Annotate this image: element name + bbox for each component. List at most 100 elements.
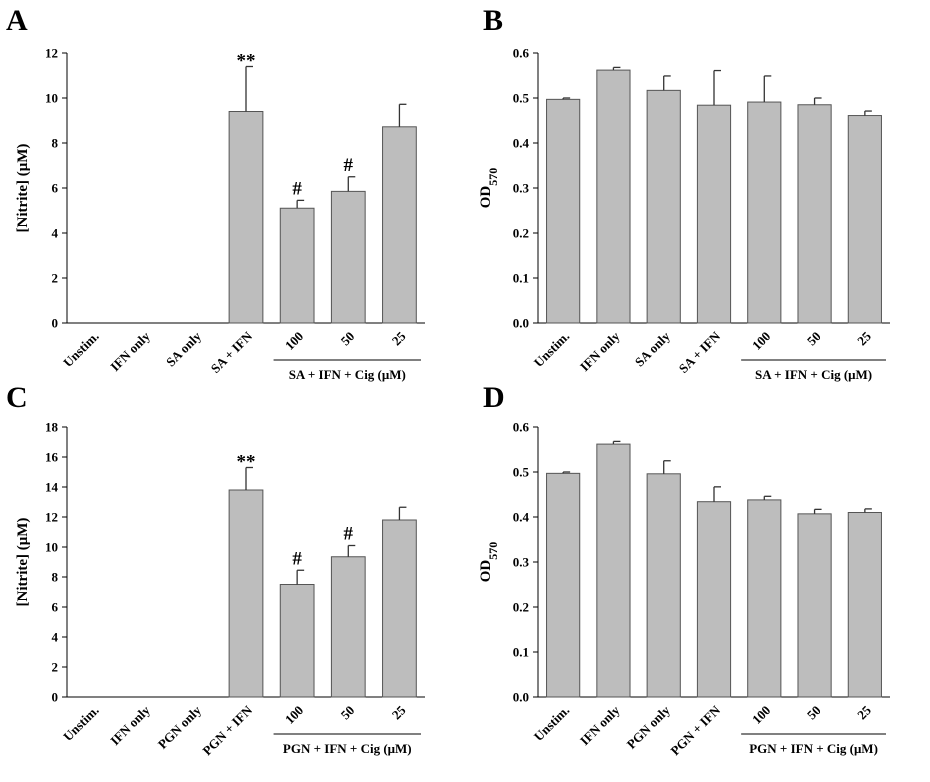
panel-d: D 0.0 0.1 0.2 0.3 0.4 0.5 0.6 OD570 Unstim. IFN on… bbox=[478, 381, 890, 758]
y-tick-label: 0.0 bbox=[513, 690, 529, 705]
category-label: 100 bbox=[749, 329, 773, 353]
y-tick-label: 14 bbox=[45, 480, 59, 495]
bar bbox=[279, 584, 315, 698]
bar bbox=[279, 207, 315, 324]
category-label: 100 bbox=[749, 703, 773, 727]
y-tick-label: 0.1 bbox=[513, 271, 529, 286]
bar bbox=[330, 556, 366, 698]
panel-letter: A bbox=[6, 4, 28, 37]
y-tick-label: 0.2 bbox=[513, 226, 529, 241]
y-tick-label: 0.6 bbox=[513, 420, 530, 435]
significance-marker: ** bbox=[237, 452, 256, 473]
y-tick-label: 2 bbox=[52, 271, 59, 286]
category-label: 50 bbox=[338, 703, 358, 723]
y-tick-label: 8 bbox=[52, 136, 59, 151]
y-tick-label: 0.1 bbox=[513, 645, 529, 660]
y-tick-label: 18 bbox=[45, 420, 59, 435]
bar bbox=[228, 489, 264, 698]
bar bbox=[382, 126, 417, 324]
panel-c: C 0 2 4 6 8 10 12 14 16 18 [Nitrite] (μM) Unstim. IFN… bbox=[6, 381, 425, 758]
bar bbox=[546, 472, 581, 698]
category-label: 25 bbox=[389, 328, 409, 348]
y-tick-label: 0.0 bbox=[513, 316, 529, 331]
category-label: SA + IFN bbox=[208, 328, 256, 376]
group-label: PGN + IFN + Cig (μM) bbox=[749, 741, 878, 756]
panel-b: B 0.0 0.1 0.2 0.3 0.4 0.5 0.6 OD570 Unstim. IFN on… bbox=[478, 4, 890, 382]
bar bbox=[228, 111, 264, 324]
y-tick-label: 12 bbox=[45, 46, 58, 61]
y-tick-label: 0.5 bbox=[513, 91, 530, 106]
bar bbox=[596, 443, 631, 698]
y-tick-label: 0 bbox=[52, 690, 59, 705]
category-label: PGN + IFN bbox=[667, 702, 723, 758]
panel-letter: B bbox=[483, 4, 503, 37]
category-label: Unstim. bbox=[531, 703, 573, 745]
y-tick-label: 16 bbox=[45, 450, 59, 465]
y-tick-label: 2 bbox=[52, 660, 59, 675]
y-axis-label: OD570 bbox=[478, 168, 500, 209]
bar bbox=[747, 101, 782, 324]
y-axis-label: [Nitrite] (μM) bbox=[15, 518, 31, 607]
bar bbox=[847, 512, 882, 698]
category-label: 25 bbox=[854, 702, 874, 722]
y-tick-label: 10 bbox=[45, 540, 58, 555]
bar bbox=[747, 499, 782, 698]
bar bbox=[646, 89, 681, 324]
significance-marker: # bbox=[292, 548, 302, 569]
category-label: 50 bbox=[804, 703, 824, 723]
significance-marker: ** bbox=[237, 51, 256, 72]
category-label: PGN + IFN bbox=[199, 702, 255, 758]
y-tick-label: 0.4 bbox=[513, 510, 530, 525]
bar bbox=[596, 69, 631, 324]
y-tick-label: 6 bbox=[52, 600, 59, 615]
category-label: 50 bbox=[804, 329, 824, 349]
category-label: 25 bbox=[389, 702, 409, 722]
y-tick-label: 12 bbox=[45, 510, 58, 525]
category-label: IFN only bbox=[107, 702, 153, 748]
category-label: Unstim. bbox=[60, 329, 102, 371]
bar bbox=[797, 513, 832, 698]
y-tick-label: 0.4 bbox=[513, 136, 530, 151]
significance-marker: # bbox=[292, 178, 302, 199]
bar bbox=[797, 104, 832, 324]
y-tick-label: 6 bbox=[52, 181, 59, 196]
y-tick-label: 0.3 bbox=[513, 555, 530, 570]
category-label: SA only bbox=[163, 328, 204, 369]
y-tick-label: 0.5 bbox=[513, 465, 530, 480]
category-label: IFN only bbox=[107, 328, 153, 374]
category-label: PGN only bbox=[624, 702, 674, 752]
y-tick-label: 4 bbox=[52, 630, 59, 645]
bar bbox=[330, 190, 366, 324]
category-label: 100 bbox=[282, 329, 306, 353]
group-label: PGN + IFN + Cig (μM) bbox=[283, 741, 412, 756]
y-tick-label: 0.3 bbox=[513, 181, 530, 196]
category-label: SA only bbox=[632, 328, 673, 369]
bar bbox=[847, 115, 882, 324]
group-label: SA + IFN + Cig (μM) bbox=[755, 367, 872, 382]
bar bbox=[696, 104, 732, 324]
panel-letter: C bbox=[6, 381, 28, 414]
bar bbox=[696, 501, 732, 698]
category-label: Unstim. bbox=[60, 703, 102, 745]
group-label: SA + IFN + Cig (μM) bbox=[289, 367, 406, 382]
category-label: IFN only bbox=[577, 702, 623, 748]
y-tick-label: 0.2 bbox=[513, 600, 529, 615]
category-label: 25 bbox=[854, 328, 874, 348]
y-tick-label: 0.6 bbox=[513, 46, 530, 61]
y-tick-label: 10 bbox=[45, 91, 58, 106]
category-label: PGN only bbox=[155, 702, 205, 752]
significance-marker: # bbox=[344, 524, 354, 545]
y-tick-label: 4 bbox=[52, 226, 59, 241]
panel-letter: D bbox=[483, 381, 505, 414]
y-axis-label: OD570 bbox=[478, 542, 500, 583]
category-label: IFN only bbox=[577, 328, 623, 374]
category-label: 50 bbox=[338, 329, 358, 349]
category-label: 100 bbox=[282, 703, 306, 727]
category-label: Unstim. bbox=[531, 329, 573, 371]
y-tick-label: 8 bbox=[52, 570, 59, 585]
y-axis-label: [Nitrite] (μM) bbox=[15, 144, 31, 233]
significance-marker: # bbox=[344, 155, 354, 176]
bar bbox=[382, 519, 417, 698]
